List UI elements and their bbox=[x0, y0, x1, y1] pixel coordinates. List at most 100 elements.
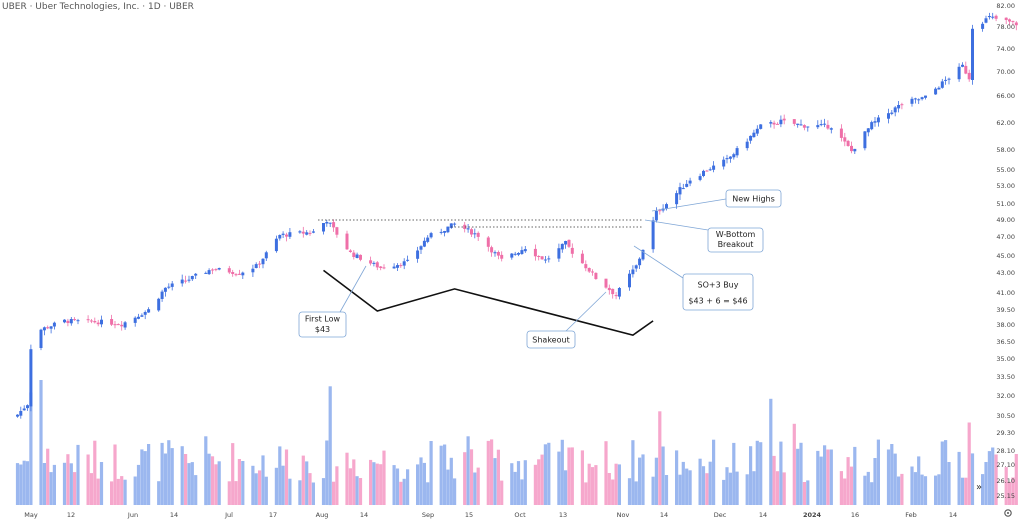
volume-bar bbox=[190, 462, 194, 505]
volume-bar bbox=[745, 474, 749, 505]
price-axis[interactable]: 82.00 78.00 74.00 70.00 66.00 62.00 58.00 55.00… bbox=[996, 2, 1015, 500]
candle-body bbox=[712, 165, 716, 170]
candle-body bbox=[991, 16, 995, 18]
candle-body bbox=[533, 248, 537, 257]
scroll-right-icon[interactable]: » bbox=[976, 482, 982, 493]
candle-body bbox=[214, 269, 218, 271]
candle-body bbox=[839, 128, 843, 138]
time-axis-tick-label: Nov bbox=[617, 511, 630, 519]
candle-body bbox=[688, 180, 692, 184]
candle-body bbox=[873, 121, 877, 123]
volume-bar bbox=[510, 463, 514, 505]
settings-gear-icon[interactable] bbox=[1004, 509, 1012, 517]
volume-bar bbox=[66, 454, 70, 505]
annotation-first-low[interactable]: First Low$43 bbox=[298, 265, 367, 338]
volume-bars bbox=[15, 380, 1018, 506]
candle-body bbox=[251, 268, 255, 273]
annotation-text: First Low bbox=[305, 315, 341, 324]
candle-body bbox=[167, 286, 171, 288]
candle-body bbox=[52, 322, 56, 327]
volume-bar bbox=[823, 445, 827, 505]
price-axis-tick-label: 51.00 bbox=[996, 200, 1015, 208]
volume-bar bbox=[167, 440, 171, 505]
volume-bar bbox=[15, 463, 20, 505]
price-axis-tick-label: 30.50 bbox=[996, 412, 1015, 420]
candle-body bbox=[369, 260, 373, 264]
volume-bar bbox=[19, 464, 23, 505]
candle-body bbox=[406, 259, 410, 261]
candle-body bbox=[379, 266, 383, 268]
volume-bar bbox=[584, 482, 588, 505]
candle-body bbox=[917, 99, 921, 101]
candle-body bbox=[678, 187, 682, 195]
volume-bar bbox=[782, 472, 786, 505]
volume-bar bbox=[76, 444, 80, 505]
candle-body bbox=[443, 231, 447, 233]
candle-body bbox=[180, 279, 184, 284]
volume-bar bbox=[870, 482, 874, 505]
volume-bar bbox=[846, 457, 850, 505]
volume-bar bbox=[688, 470, 692, 505]
volume-bar bbox=[732, 442, 736, 505]
volume-bar bbox=[580, 450, 584, 505]
volume-bar bbox=[399, 481, 403, 505]
time-axis-tick-label: Aug bbox=[316, 511, 329, 519]
price-axis-tick-label: 38.00 bbox=[996, 321, 1015, 329]
annotation-new-highs[interactable]: New Highs bbox=[651, 189, 782, 212]
annotation-so3-buy[interactable]: SO+3 Buy $43 + 6 = $46 bbox=[633, 245, 754, 311]
candle-body bbox=[392, 266, 396, 269]
volume-bar bbox=[500, 480, 504, 505]
candle-body bbox=[826, 124, 830, 129]
volume-bar bbox=[469, 449, 474, 505]
volume-bar bbox=[752, 471, 756, 505]
candle-body bbox=[322, 223, 325, 232]
candle-body bbox=[234, 274, 238, 276]
candle-body bbox=[887, 113, 890, 119]
volume-bar bbox=[241, 461, 245, 505]
volume-bar bbox=[984, 462, 988, 505]
volume-bar bbox=[900, 473, 904, 505]
volume-bar bbox=[184, 454, 188, 505]
time-axis-tick-label: Feb bbox=[905, 511, 917, 519]
volume-bar bbox=[799, 442, 803, 505]
candle-body bbox=[16, 414, 19, 417]
volume-bar bbox=[957, 451, 961, 505]
volume-bar bbox=[863, 475, 867, 505]
price-axis-tick-label: 62.00 bbox=[996, 119, 1015, 127]
volume-bar bbox=[543, 444, 547, 505]
price-axis-tick-label: 28.10 bbox=[996, 447, 1015, 455]
candle-body bbox=[940, 81, 944, 88]
volume-bar bbox=[944, 440, 948, 505]
volume-bar bbox=[345, 452, 349, 505]
volume-bar bbox=[453, 478, 457, 505]
candle-body bbox=[853, 148, 857, 152]
volume-bar bbox=[231, 443, 235, 505]
volume-bar bbox=[496, 449, 500, 505]
volume-bar bbox=[1007, 481, 1012, 505]
volume-bar bbox=[305, 461, 309, 505]
volume-bar bbox=[617, 464, 621, 505]
volume-bar bbox=[513, 471, 517, 505]
w-pattern-line bbox=[323, 269, 654, 336]
candle-body bbox=[870, 122, 874, 130]
price-axis-tick-label: 66.00 bbox=[996, 92, 1015, 100]
candle-body bbox=[301, 231, 305, 234]
annotation-box bbox=[725, 189, 782, 208]
volume-bar bbox=[352, 459, 356, 505]
price-axis-tick-label: 35.00 bbox=[996, 355, 1015, 363]
volume-bar bbox=[136, 464, 141, 505]
candle-body bbox=[580, 253, 584, 264]
candle-body bbox=[352, 252, 356, 257]
volume-bar bbox=[395, 468, 400, 505]
candle-body bbox=[100, 319, 103, 325]
volume-bar bbox=[311, 482, 315, 505]
time-axis[interactable]: May 12 Jun 14 Jul 17 Aug 14 Sep 15 Oct 13 Nov 14 Dec 14… bbox=[24, 511, 957, 519]
candle-body bbox=[698, 176, 702, 180]
annotation-shakeout[interactable]: Shakeout bbox=[526, 291, 607, 349]
volume-bar bbox=[348, 468, 352, 505]
candle-body bbox=[547, 258, 551, 260]
volume-bar bbox=[123, 479, 127, 505]
candle-body bbox=[816, 125, 820, 128]
